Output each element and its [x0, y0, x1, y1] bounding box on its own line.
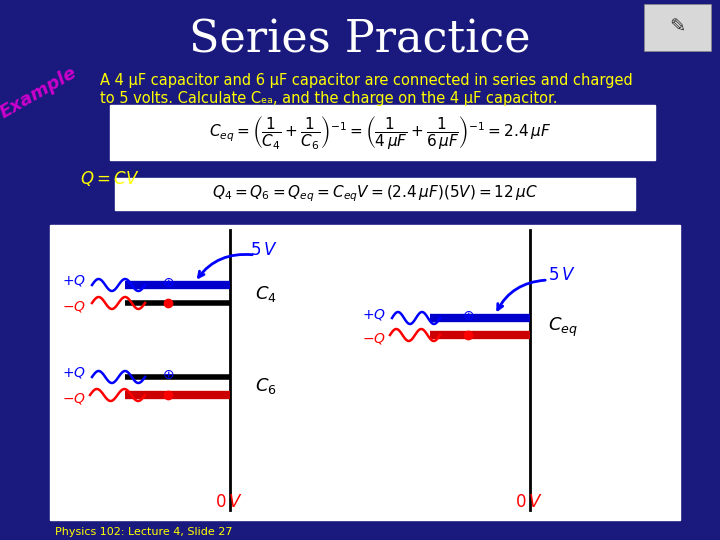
- Text: $Q = CV$: $Q = CV$: [80, 168, 140, 187]
- Text: to 5 volts. Calculate Cₑₐ, and the charge on the 4 μF capacitor.: to 5 volts. Calculate Cₑₐ, and the charg…: [100, 91, 557, 105]
- Text: $-Q$: $-Q$: [362, 332, 386, 347]
- Text: Series Practice: Series Practice: [189, 18, 531, 62]
- Text: $+Q$: $+Q$: [362, 307, 386, 321]
- Text: $-Q$: $-Q$: [62, 392, 86, 407]
- Text: $C_{eq} = \left(\dfrac{1}{C_4}+\dfrac{1}{C_6}\right)^{-1} = \left(\dfrac{1}{4\,\: $C_{eq} = \left(\dfrac{1}{C_4}+\dfrac{1}…: [209, 114, 551, 152]
- Text: $5\,V$: $5\,V$: [548, 266, 575, 284]
- Text: Physics 102: Lecture 4, Slide 27: Physics 102: Lecture 4, Slide 27: [55, 527, 233, 537]
- Text: $\oplus$: $\oplus$: [462, 309, 474, 323]
- Text: $0\,V$: $0\,V$: [515, 493, 543, 511]
- Text: $C_6$: $C_6$: [255, 376, 276, 396]
- Text: $C_{eq}$: $C_{eq}$: [548, 315, 578, 339]
- Text: $5\,V$: $5\,V$: [250, 241, 278, 259]
- Text: ✎: ✎: [669, 17, 685, 37]
- Text: $+Q$: $+Q$: [62, 366, 86, 381]
- Text: $0\,V$: $0\,V$: [215, 493, 243, 511]
- Text: $\oplus$: $\oplus$: [162, 368, 174, 382]
- Text: $+Q$: $+Q$: [62, 273, 86, 288]
- Bar: [110, 105, 655, 160]
- Bar: [50, 225, 680, 520]
- FancyBboxPatch shape: [644, 4, 711, 51]
- Bar: [115, 178, 635, 210]
- Text: A 4 μF capacitor and 6 μF capacitor are connected in series and charged: A 4 μF capacitor and 6 μF capacitor are …: [100, 72, 633, 87]
- Text: $Q_4 = Q_6 = Q_{eq} = C_{eq}V = (2.4\,\mu F)(5V) = 12\,\mu C$: $Q_4 = Q_6 = Q_{eq} = C_{eq}V = (2.4\,\m…: [212, 184, 538, 204]
- Text: $-Q$: $-Q$: [62, 300, 86, 314]
- Text: Example: Example: [0, 64, 80, 122]
- Text: $C_4$: $C_4$: [255, 284, 276, 304]
- Text: $\oplus$: $\oplus$: [162, 276, 174, 290]
